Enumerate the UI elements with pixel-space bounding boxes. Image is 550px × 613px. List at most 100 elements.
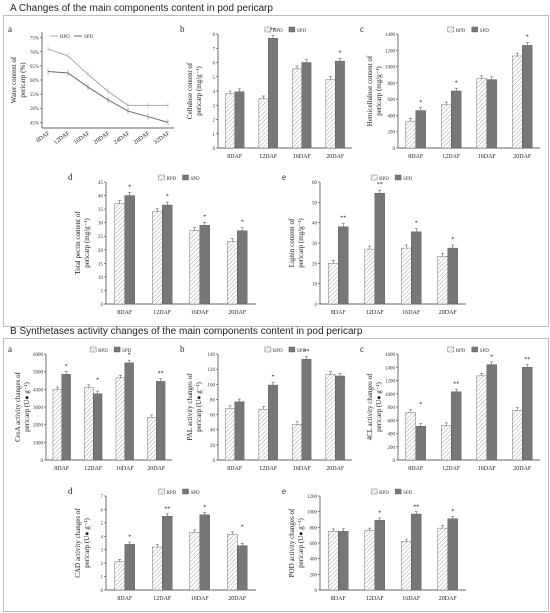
significance-mark: ** — [158, 371, 164, 377]
bar-rpd — [115, 377, 125, 461]
x-tick-label: 16DAF — [191, 596, 210, 602]
y-tick-label: 5 — [101, 522, 104, 527]
x-tick-label: 16DAF — [293, 154, 312, 160]
y-axis-label-line1: CesA activity changes of — [14, 371, 22, 441]
y-axis-label: Lignin content of pericarp (mg/g⁻¹) — [288, 218, 305, 268]
x-tick-label: 12DAF — [153, 310, 172, 316]
significance-mark: * — [203, 214, 206, 220]
bar-rpd — [325, 79, 336, 149]
significance-mark: ** — [303, 349, 309, 355]
y-axis-label-line2: pericarp (mg/g⁻¹) — [83, 218, 91, 268]
panel-letter: d — [68, 486, 73, 496]
legend-label: SPD — [191, 177, 201, 182]
bar-spd — [199, 514, 210, 591]
chart-B-e: e 0 200 400 600 800 1000 1200 POD activity chang… — [282, 486, 466, 602]
y-axis-label-line2: pericarp (mg/g⁻¹) — [297, 218, 305, 268]
legend-label: SPD — [122, 349, 132, 354]
y-tick-label: 1200 — [385, 49, 396, 54]
y-tick-label: 200 — [388, 446, 396, 451]
y-tick-label: 10 — [312, 283, 318, 288]
legend-label: RPD — [456, 29, 466, 34]
significance-mark: * — [415, 221, 418, 227]
y-tick-label: 4000 — [33, 388, 44, 393]
x-tick-label: 20DAF — [439, 310, 458, 316]
y-axis-label: PAL activity changes of pericarp (U● g⁻¹) — [186, 373, 203, 441]
legend-label: SPD — [480, 29, 490, 34]
bar-rpd — [437, 256, 448, 305]
x-tick-label: 12DAF — [84, 466, 103, 472]
bar-spd — [268, 384, 278, 461]
y-tick-label: 0 — [315, 589, 318, 594]
significance-mark: * — [203, 505, 206, 511]
chart-B-d: d 0 1 2 3 4 5 6 7 CAD activity changes of pericarp… — [68, 486, 256, 602]
panel-letter: e — [282, 486, 286, 496]
x-tick-label: 12DAF — [53, 130, 72, 146]
y-tick-label: 7 — [101, 495, 104, 500]
legend-label: RPD — [273, 349, 283, 354]
bar-spd — [162, 515, 173, 591]
x-tick-label: 12DAF — [442, 154, 461, 160]
significance-mark: * — [419, 402, 422, 408]
bar-spd — [237, 230, 248, 305]
legend-label: RPD — [379, 177, 389, 182]
y-tick-label: 0 — [213, 459, 216, 464]
bar-rpd — [152, 211, 163, 305]
y-tick-label: 600 — [388, 98, 396, 103]
x-tick-label: 8DAF — [35, 130, 51, 144]
legend-swatch — [394, 488, 402, 495]
section-a-title: A Changes of the main components content… — [10, 3, 273, 14]
y-tick-label: 6 — [101, 508, 104, 513]
y-tick-label: 600 — [388, 419, 396, 424]
bar-rpd — [441, 425, 452, 461]
bar-rpd — [225, 408, 235, 461]
x-tick-label: 20DAF — [147, 466, 166, 472]
legend-label: RPD — [273, 29, 283, 34]
bar-rpd — [292, 424, 302, 461]
y-axis-label-line1: Total pectin content of — [74, 211, 82, 275]
bar-rpd — [512, 410, 523, 461]
y-tick-label: 120 — [208, 368, 216, 373]
x-tick-label: 20DAF — [228, 596, 247, 602]
y-tick-label: 25 — [98, 235, 104, 240]
y-axis-label-line2: pericarp (mg/g⁻¹) — [375, 66, 383, 116]
y-tick-label: 1 — [213, 133, 216, 138]
bar-rpd — [441, 104, 452, 149]
chart-A-b: b 0 1 2 3 4 5 6 7 8 Cellulose content of pericarp (… — [180, 24, 352, 160]
x-tick-label: 20DAF — [513, 154, 532, 160]
y-tick-label: 50% — [30, 107, 39, 112]
legend-label: RPD — [167, 491, 177, 496]
bar-spd — [447, 518, 458, 591]
bar-rpd — [292, 68, 302, 149]
legend-label: SPD — [297, 349, 307, 354]
bar-spd — [124, 544, 135, 591]
y-tick-label: 30 — [312, 242, 318, 247]
y-tick-label: 2000 — [33, 424, 44, 429]
legend-label: RPD — [60, 35, 70, 40]
significance-mark: * — [128, 184, 131, 190]
legend-swatch — [288, 346, 296, 353]
bar-spd — [522, 45, 533, 149]
x-tick-label: 20DAF — [228, 310, 247, 316]
bar-rpd — [152, 546, 163, 591]
bar-spd — [162, 204, 173, 305]
y-tick-label: 6 — [213, 62, 216, 67]
bar-rpd — [258, 98, 269, 149]
y-tick-label: 4 — [101, 535, 104, 540]
y-tick-label: 45 — [98, 181, 104, 186]
x-tick-label: 8DAF — [408, 154, 424, 160]
bar-spd — [156, 381, 166, 461]
panel-letter: c — [360, 24, 364, 34]
significance-mark: * — [128, 535, 131, 541]
legend-swatch — [182, 174, 189, 181]
y-axis-label-line2: pericarp (U● g⁻¹) — [195, 382, 203, 432]
y-axis-label-line2: pericarp (mg/g⁻¹) — [195, 66, 203, 116]
x-tick-label: 32DAF — [153, 130, 172, 146]
x-tick-label: 20DAF — [513, 466, 532, 472]
significance-mark: * — [65, 364, 68, 370]
bar-spd — [93, 393, 103, 461]
x-tick-label: 8DAF — [117, 596, 133, 602]
legend-swatch — [447, 26, 454, 33]
y-tick-label: 3 — [101, 549, 104, 554]
panel-letter: e — [282, 172, 286, 182]
y-tick-label: 1400 — [385, 33, 396, 38]
